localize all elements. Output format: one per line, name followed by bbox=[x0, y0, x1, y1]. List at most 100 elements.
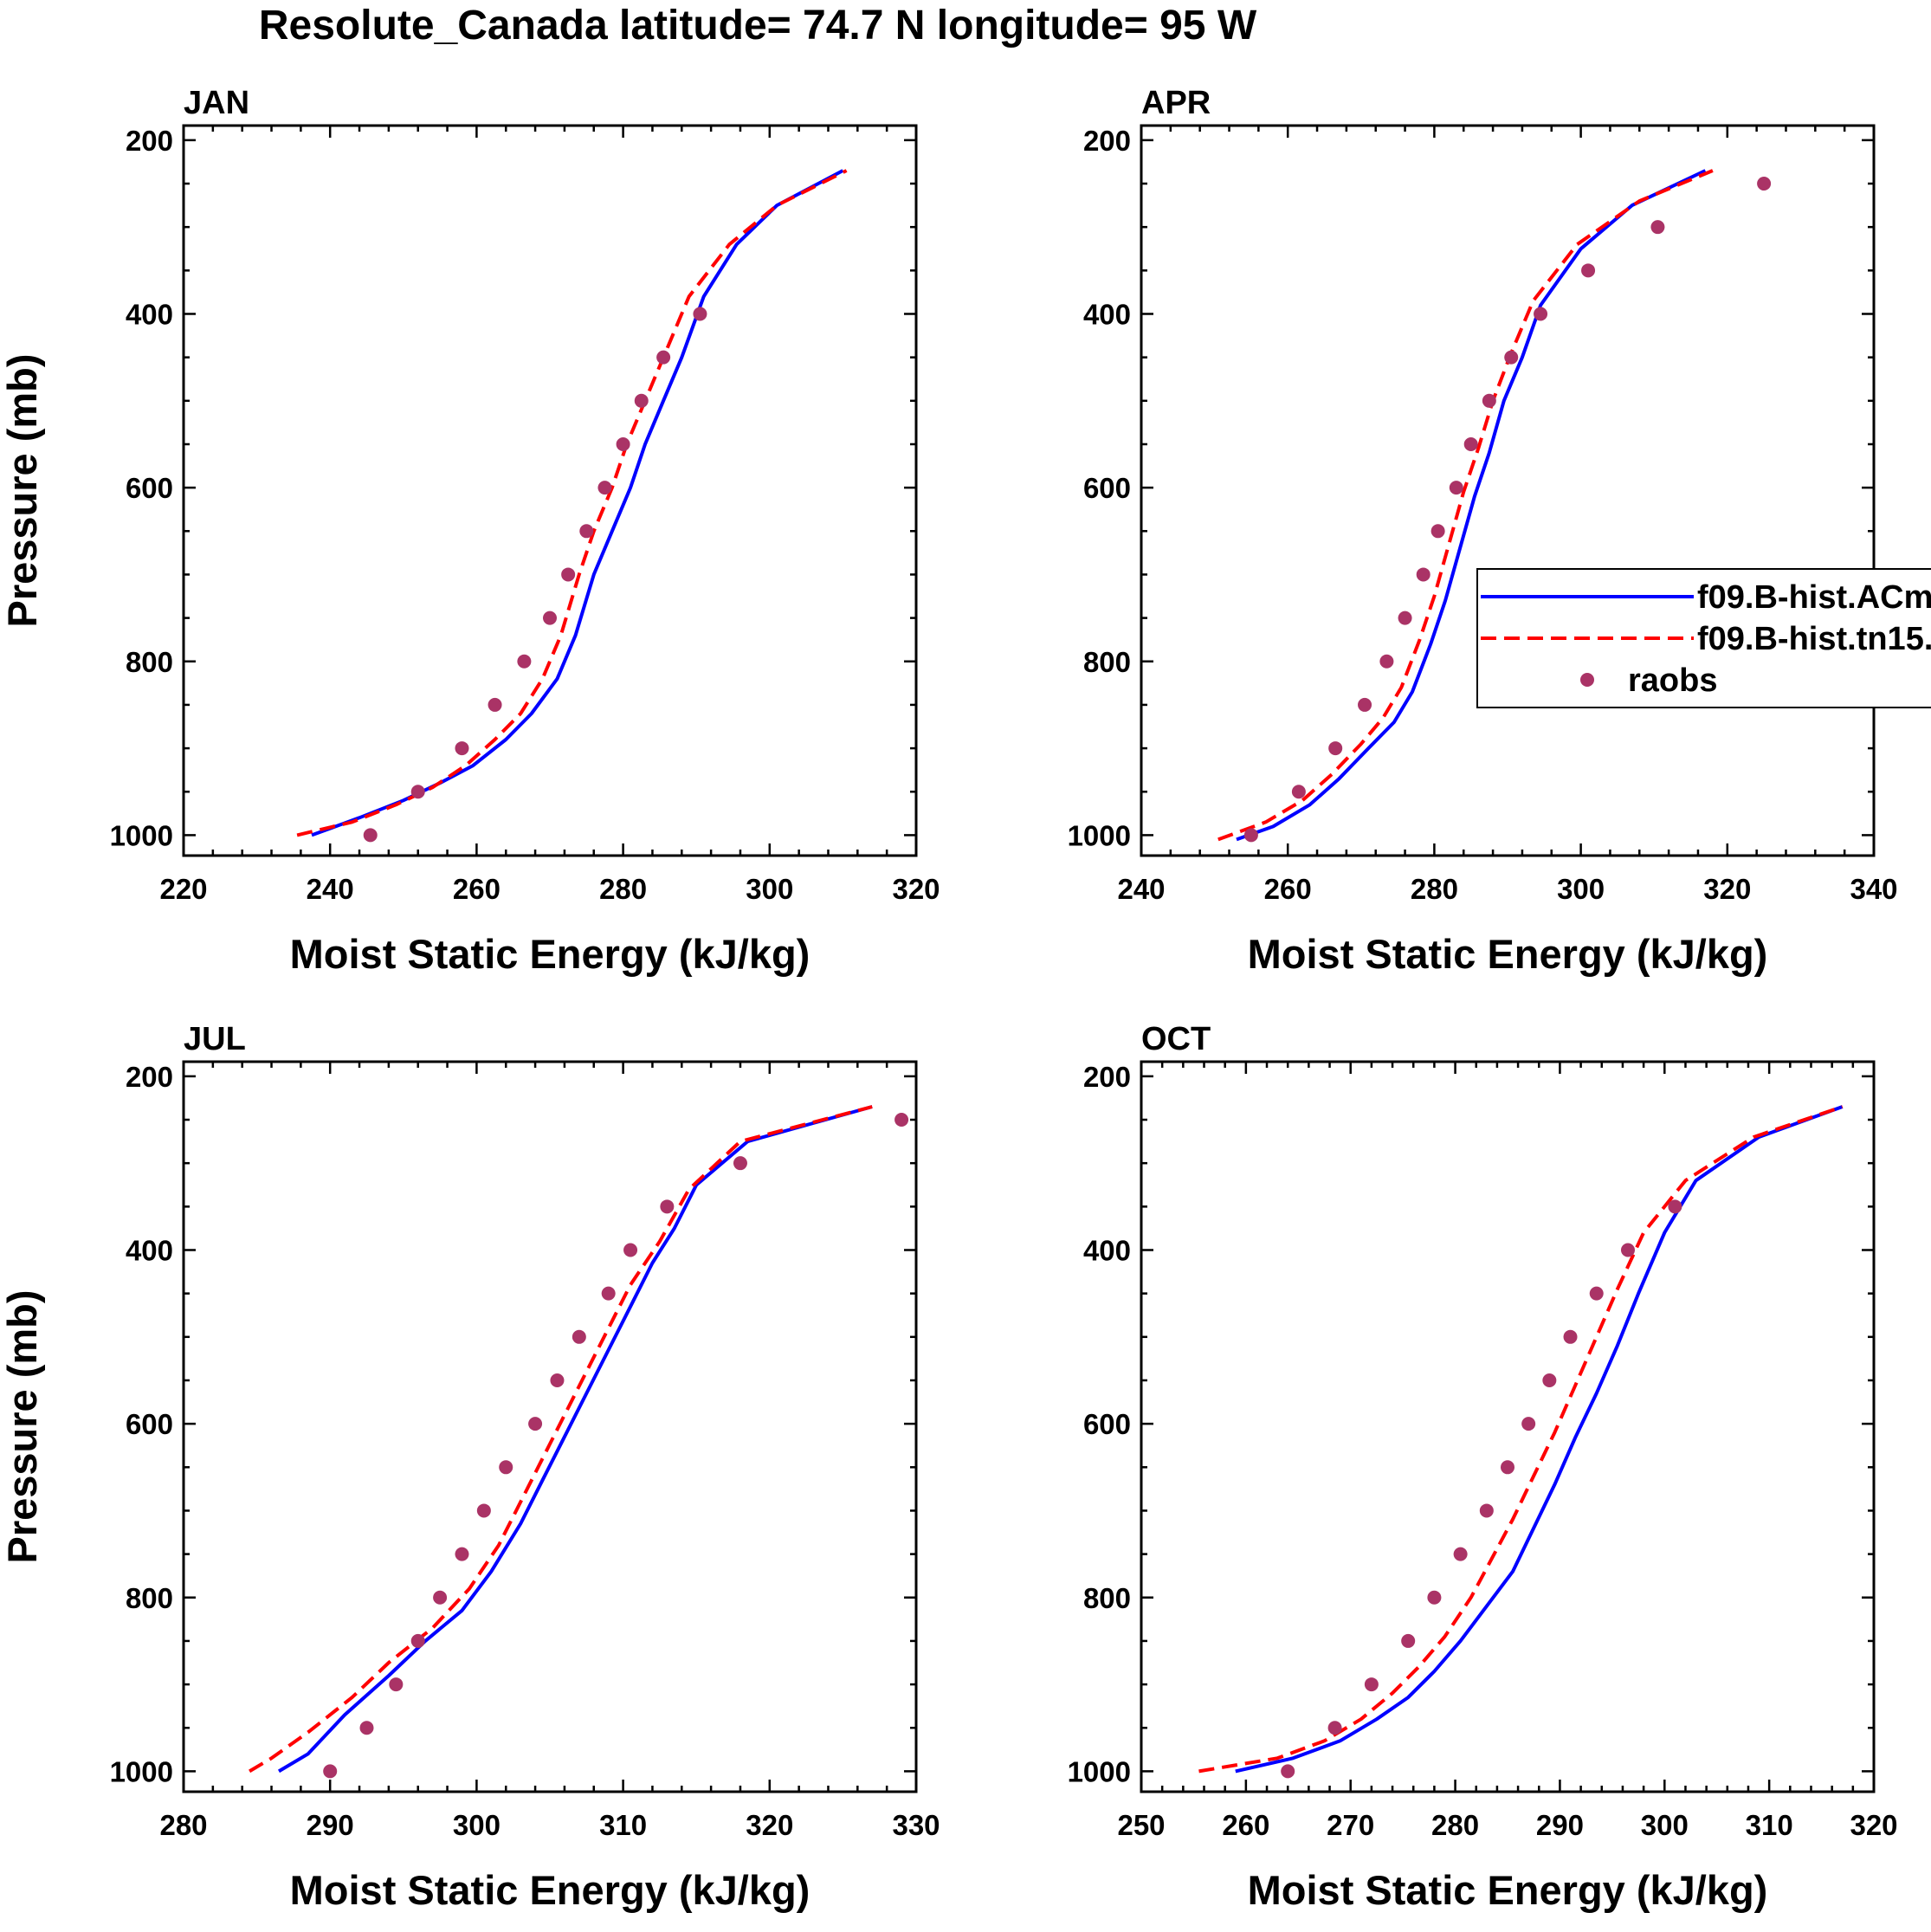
x-tick-label: 280 bbox=[599, 873, 647, 905]
y-tick-label: 1000 bbox=[1068, 1755, 1131, 1787]
y-tick-label: 600 bbox=[1083, 472, 1131, 504]
raobs-point bbox=[1398, 611, 1412, 625]
x-tick-label: 240 bbox=[1117, 873, 1165, 905]
raobs-point bbox=[476, 1503, 491, 1518]
series-line-acmip bbox=[311, 169, 844, 837]
raobs-point bbox=[433, 1590, 448, 1605]
raobs-point bbox=[733, 1156, 747, 1171]
x-tick-label: 320 bbox=[1703, 873, 1751, 905]
raobs-point bbox=[579, 524, 594, 539]
panel-label: OCT bbox=[1141, 1021, 1211, 1057]
y-axis-title: Pressure (mb) bbox=[0, 1289, 45, 1563]
raobs-point bbox=[1430, 524, 1445, 539]
raobs-point bbox=[1358, 697, 1372, 712]
raobs-point bbox=[656, 350, 671, 365]
y-tick-label: 200 bbox=[126, 125, 173, 157]
y-tick-label: 1000 bbox=[1068, 819, 1131, 851]
y-tick-label: 800 bbox=[1083, 1582, 1131, 1614]
y-tick-label: 1000 bbox=[110, 1755, 173, 1787]
raobs-point bbox=[1243, 828, 1258, 843]
x-tick-label: 290 bbox=[1536, 1809, 1584, 1841]
y-tick-label: 400 bbox=[126, 298, 173, 330]
raobs-point bbox=[616, 436, 630, 451]
raobs-point bbox=[1668, 1199, 1682, 1214]
legend-label: raobs bbox=[1628, 662, 1717, 699]
raobs-point bbox=[1581, 263, 1596, 278]
raobs-point bbox=[1521, 1417, 1536, 1431]
raobs-point bbox=[528, 1417, 543, 1431]
x-tick-label: 270 bbox=[1327, 1809, 1374, 1841]
x-tick-label: 300 bbox=[1557, 873, 1605, 905]
x-tick-label: 310 bbox=[599, 1809, 647, 1841]
raobs-point bbox=[1463, 436, 1478, 451]
raobs-point bbox=[1757, 177, 1772, 191]
raobs-point bbox=[1453, 1547, 1468, 1561]
x-tick-label: 320 bbox=[1850, 1809, 1897, 1841]
panel-label: JUL bbox=[184, 1021, 246, 1057]
raobs-point bbox=[1328, 741, 1343, 756]
chart-panel-jan: 220 240 260 280 300 320 200 400 600 800 1000 JAN Moi… bbox=[0, 85, 940, 977]
y-tick-label: 1000 bbox=[110, 819, 173, 851]
y-tick-label: 800 bbox=[126, 1582, 173, 1614]
chart-panel-jul: 280 290 300 310 320 330 200 400 600 800 1000 JUL Moi… bbox=[0, 1021, 940, 1913]
raobs-point bbox=[894, 1113, 909, 1128]
panel-label: APR bbox=[1141, 85, 1211, 121]
raobs-point bbox=[1401, 1633, 1416, 1648]
raobs-point bbox=[1416, 567, 1430, 582]
x-axis-title: Moist Static Energy (kJ/kg) bbox=[290, 1867, 811, 1913]
raobs-point bbox=[1504, 350, 1519, 365]
raobs-point bbox=[1501, 1460, 1514, 1475]
x-axis-title: Moist Static Energy (kJ/kg) bbox=[1248, 931, 1768, 977]
series-line-acmip bbox=[1236, 169, 1707, 842]
chart-panel-oct: 250 260 270 280 290 300 310 320 200 400 600 800 1000… bbox=[1068, 1021, 1898, 1913]
raobs-point bbox=[660, 1199, 675, 1214]
y-axis-title: Pressure (mb) bbox=[0, 353, 45, 627]
series-line-acmip bbox=[277, 1105, 873, 1774]
legend-label: f09.B-hist.tn15.cmip bbox=[1697, 621, 1931, 657]
panel-label: JAN bbox=[184, 85, 249, 121]
x-tick-label: 280 bbox=[1431, 1809, 1479, 1841]
plot-frame bbox=[182, 1060, 918, 1793]
raobs-point bbox=[550, 1373, 565, 1387]
x-tick-label: 340 bbox=[1850, 873, 1897, 905]
x-axis-title: Moist Static Energy (kJ/kg) bbox=[290, 931, 811, 977]
raobs-point bbox=[389, 1677, 404, 1692]
raobs-point bbox=[488, 697, 502, 712]
y-tick-label: 200 bbox=[1083, 125, 1131, 157]
raobs-point bbox=[1479, 1503, 1494, 1518]
raobs-point bbox=[499, 1460, 513, 1475]
raobs-point bbox=[1482, 393, 1496, 408]
raobs-point bbox=[1650, 220, 1665, 235]
y-tick-label: 400 bbox=[1083, 1234, 1131, 1266]
x-tick-label: 300 bbox=[746, 873, 793, 905]
x-tick-label: 260 bbox=[1222, 1809, 1269, 1841]
raobs-point bbox=[1364, 1677, 1379, 1692]
series-line-tn15 bbox=[1217, 169, 1714, 842]
legend: f09.B-hist.ACmip.ac f09.B-hist.tn15.cmip r… bbox=[1476, 568, 1931, 708]
series-line-tn15 bbox=[1198, 1105, 1844, 1774]
raobs-point bbox=[323, 1764, 338, 1779]
series-line-tn15 bbox=[296, 169, 848, 837]
raobs-point bbox=[597, 481, 612, 495]
x-tick-label: 300 bbox=[1641, 1809, 1689, 1841]
raobs-point bbox=[1563, 1329, 1578, 1344]
y-tick-label: 400 bbox=[126, 1234, 173, 1266]
raobs-point bbox=[623, 1243, 638, 1257]
y-tick-label: 600 bbox=[126, 1408, 173, 1440]
raobs-point bbox=[517, 654, 532, 669]
raobs-point bbox=[634, 393, 649, 408]
y-tick-label: 600 bbox=[1083, 1408, 1131, 1440]
x-tick-label: 220 bbox=[159, 873, 207, 905]
raobs-point bbox=[455, 741, 469, 756]
raobs-point bbox=[410, 785, 425, 799]
raobs-point bbox=[410, 1633, 425, 1648]
raobs-point bbox=[1379, 654, 1394, 669]
series-line-tn15 bbox=[249, 1105, 873, 1774]
x-tick-label: 300 bbox=[453, 1809, 501, 1841]
raobs-point bbox=[455, 1547, 469, 1561]
series-line-acmip bbox=[1235, 1105, 1844, 1774]
x-tick-label: 280 bbox=[159, 1809, 207, 1841]
raobs-point bbox=[693, 307, 707, 321]
raobs-point bbox=[1291, 785, 1306, 799]
